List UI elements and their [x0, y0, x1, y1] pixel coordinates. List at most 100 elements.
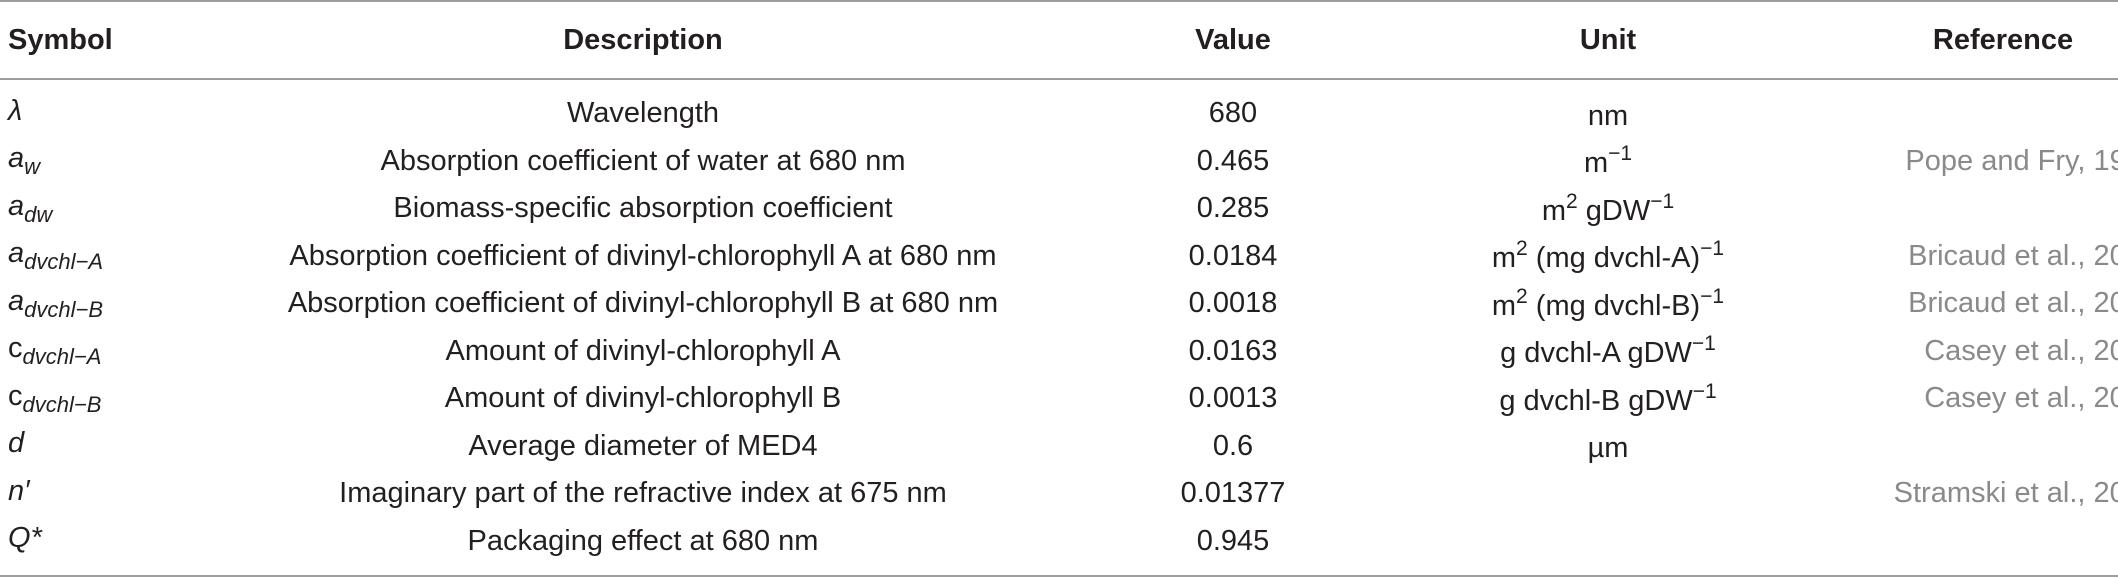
description-cell: Average diameter of MED4 — [468, 429, 818, 462]
header-unit: Unit — [1579, 23, 1637, 56]
symbol-subscript: dvchl−A — [24, 249, 104, 275]
unit-cell: m2 (mg dvchl-A)−1 — [1408, 233, 1808, 281]
symbol-cell: d — [0, 423, 228, 471]
unit-cell: g dvchl-A gDW−1 — [1408, 328, 1808, 376]
symbol-subscript: dvchl−B — [24, 296, 104, 322]
table-row: Q* Packaging effect at 680 nm 0.945 — [0, 518, 2118, 577]
description-cell: Amount of divinyl-chlorophyll B — [444, 382, 842, 415]
description-cell: Imaginary part of the refractive index a… — [339, 477, 947, 510]
value-cell: 0.0018 — [1188, 287, 1278, 320]
symbol-cell: adw — [0, 185, 228, 233]
symbol-subscript: w — [24, 154, 41, 180]
table-row: aw Absorption coefficient of water at 68… — [0, 138, 2118, 186]
unit-base: m — [1541, 194, 1567, 227]
unit-cell: g dvchl-B gDW−1 — [1408, 375, 1808, 423]
symbol-cell: n′ — [0, 470, 228, 518]
symbol-cell: λ — [0, 79, 228, 138]
value-cell: 0.285 — [1196, 192, 1270, 225]
unit-superscript-2: −1 — [1700, 237, 1725, 261]
unit-tail: (mg dvchl-A) — [1527, 242, 1701, 275]
unit-base: m — [1491, 242, 1517, 275]
table-row: d Average diameter of MED4 0.6 µm — [0, 423, 2118, 471]
unit-base: m — [1491, 289, 1517, 322]
description-cell: Absorption coefficient of divinyl-chloro… — [289, 239, 997, 272]
description-cell: Wavelength — [566, 97, 720, 130]
description-cell: Absorption coefficient of divinyl-chloro… — [287, 287, 999, 320]
value-cell: 0.01377 — [1180, 477, 1286, 510]
description-cell: Absorption coefficient of water at 680 n… — [380, 144, 906, 177]
table-row: advchl−A Absorption coefficient of divin… — [0, 233, 2118, 281]
table-row: n′ Imaginary part of the refractive inde… — [0, 470, 2118, 518]
value-cell: 0.0184 — [1188, 239, 1278, 272]
reference-cell — [1808, 518, 2118, 577]
table-row: cdvchl−B Amount of divinyl-chlorophyll B… — [0, 375, 2118, 423]
table-row: adw Biomass-specific absorption coeffici… — [0, 185, 2118, 233]
value-cell: 0.465 — [1196, 144, 1270, 177]
header-value: Value — [1195, 23, 1271, 56]
table-row: advchl−B Absorption coefficient of divin… — [0, 280, 2118, 328]
symbol-base: a — [8, 284, 25, 317]
reference-cell — [1808, 423, 2118, 471]
symbol-base: a — [8, 237, 25, 270]
unit-superscript: 2 — [1566, 189, 1578, 213]
value-cell: 0.0163 — [1188, 334, 1278, 367]
unit-tail: gDW — [1577, 194, 1651, 227]
header-reference: Reference — [1932, 23, 2074, 56]
symbol-cell: aw — [0, 138, 228, 186]
reference-cell — [1808, 79, 2118, 138]
unit-base: g dvchl-B gDW — [1499, 384, 1693, 417]
symbol-base: a — [8, 189, 25, 222]
table-row: λ Wavelength 680 nm — [0, 79, 2118, 138]
table-header: Symbol Description Value Unit Reference — [0, 1, 2118, 79]
symbol-base: Q* — [8, 522, 42, 555]
unit-superscript: 2 — [1516, 237, 1528, 261]
symbol-subscript: dvchl−A — [22, 344, 102, 370]
value-cell: 0.0013 — [1188, 382, 1278, 415]
header-description: Description — [563, 23, 723, 56]
table-row: cdvchl−A Amount of divinyl-chlorophyll A… — [0, 328, 2118, 376]
symbol-cell: advchl−A — [0, 233, 228, 281]
table-body: λ Wavelength 680 nm aw Absorption coeffi… — [0, 79, 2118, 576]
symbol-cell: Q* — [0, 518, 228, 577]
unit-superscript: −1 — [1691, 332, 1716, 356]
unit-superscript: −1 — [1692, 379, 1717, 403]
unit-cell: m2 (mg dvchl-B)−1 — [1408, 280, 1808, 328]
unit-superscript-2: −1 — [1700, 284, 1725, 308]
value-cell: 680 — [1208, 97, 1258, 130]
reference-cell — [1808, 185, 2118, 233]
reference-cell: Casey et al., 2016 — [1924, 334, 2118, 367]
reference-cell: Pope and Fry, 1997 — [1905, 144, 2118, 177]
header-symbol: Symbol — [8, 23, 113, 56]
symbol-base: c — [8, 379, 23, 412]
unit-base: m — [1583, 147, 1609, 180]
unit-cell — [1408, 518, 1808, 577]
unit-base: nm — [1587, 99, 1629, 132]
symbol-base: a — [8, 142, 25, 175]
unit-base: µm — [1587, 432, 1629, 465]
description-cell: Amount of divinyl-chlorophyll A — [445, 334, 841, 367]
symbol-base: c — [8, 332, 23, 365]
unit-cell: nm — [1408, 79, 1808, 138]
unit-cell — [1408, 470, 1808, 518]
reference-cell: Bricaud et al., 2004 — [1908, 239, 2118, 272]
unit-cell: µm — [1408, 423, 1808, 471]
reference-cell: Casey et al., 2016 — [1924, 382, 2118, 415]
value-cell: 0.6 — [1212, 429, 1254, 462]
reference-cell: Stramski et al., 2001 — [1893, 477, 2118, 510]
unit-base: g dvchl-A gDW — [1500, 337, 1692, 370]
symbol-cell: cdvchl−A — [0, 328, 228, 376]
symbol-base: λ — [8, 94, 23, 127]
value-cell: 0.945 — [1196, 524, 1270, 557]
unit-cell: m2 gDW−1 — [1408, 185, 1808, 233]
symbol-cell: advchl−B — [0, 280, 228, 328]
reference-cell: Bricaud et al., 2004 — [1908, 287, 2118, 320]
unit-superscript: −1 — [1608, 142, 1633, 166]
unit-superscript-2: −1 — [1650, 189, 1675, 213]
symbol-subscript: dw — [24, 201, 53, 227]
description-cell: Packaging effect at 680 nm — [467, 524, 819, 557]
unit-superscript: 2 — [1516, 284, 1528, 308]
symbol-base: n′ — [8, 474, 30, 507]
symbol-cell: cdvchl−B — [0, 375, 228, 423]
